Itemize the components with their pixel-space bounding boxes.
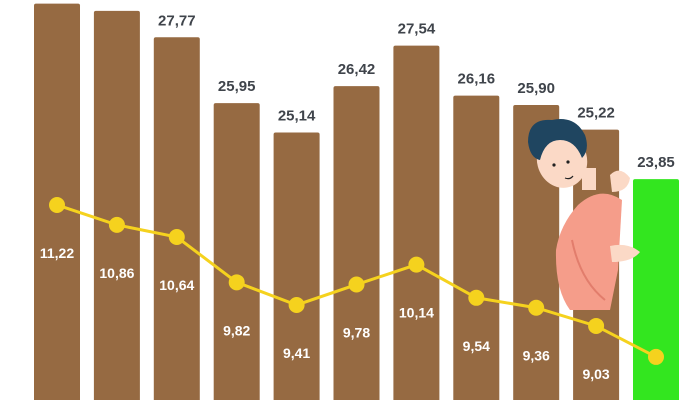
line-value-label: 10,86 [99,265,134,281]
line-point [288,296,305,313]
line-value-label: 9,78 [343,325,370,341]
line-point [528,299,545,316]
line-point [168,229,185,246]
bar [393,45,440,400]
bar [153,37,200,400]
line-value-label: 9,41 [283,345,310,361]
line-value-label: 11,22 [40,245,74,261]
bar-value-label: 23,85 [637,154,675,171]
line-point [108,216,125,233]
bar [333,86,380,400]
bar-value-label: 25,14 [278,107,316,124]
bar-value-label: 27,54 [398,21,436,38]
line-point [588,317,605,334]
line-point [468,289,485,306]
line-point [228,274,245,291]
person-peeking-icon [528,119,640,310]
line-value-label: 9,36 [523,348,550,364]
bar [213,103,260,400]
bar [273,132,320,400]
line-point [49,196,65,213]
line-value-label: 10,14 [399,305,434,321]
line-point [408,256,425,273]
line-point [348,276,365,293]
bar [633,179,679,400]
bar-value-label: 27,77 [158,12,196,29]
line-value-label: 9,54 [463,338,490,354]
line-point [648,348,664,365]
line-value-label: 10,64 [159,277,194,293]
line-value-label: 9,82 [223,322,250,338]
bar-value-label: 25,22 [577,105,615,122]
bar-value-label: 25,95 [218,78,256,95]
bar-value-label: 26,16 [458,71,496,88]
bar [93,10,140,400]
bar-value-label: 26,42 [338,61,376,78]
bar [453,95,500,400]
bar-value-label: 25,90 [517,80,555,97]
line-value-label: 9,03 [582,366,609,382]
